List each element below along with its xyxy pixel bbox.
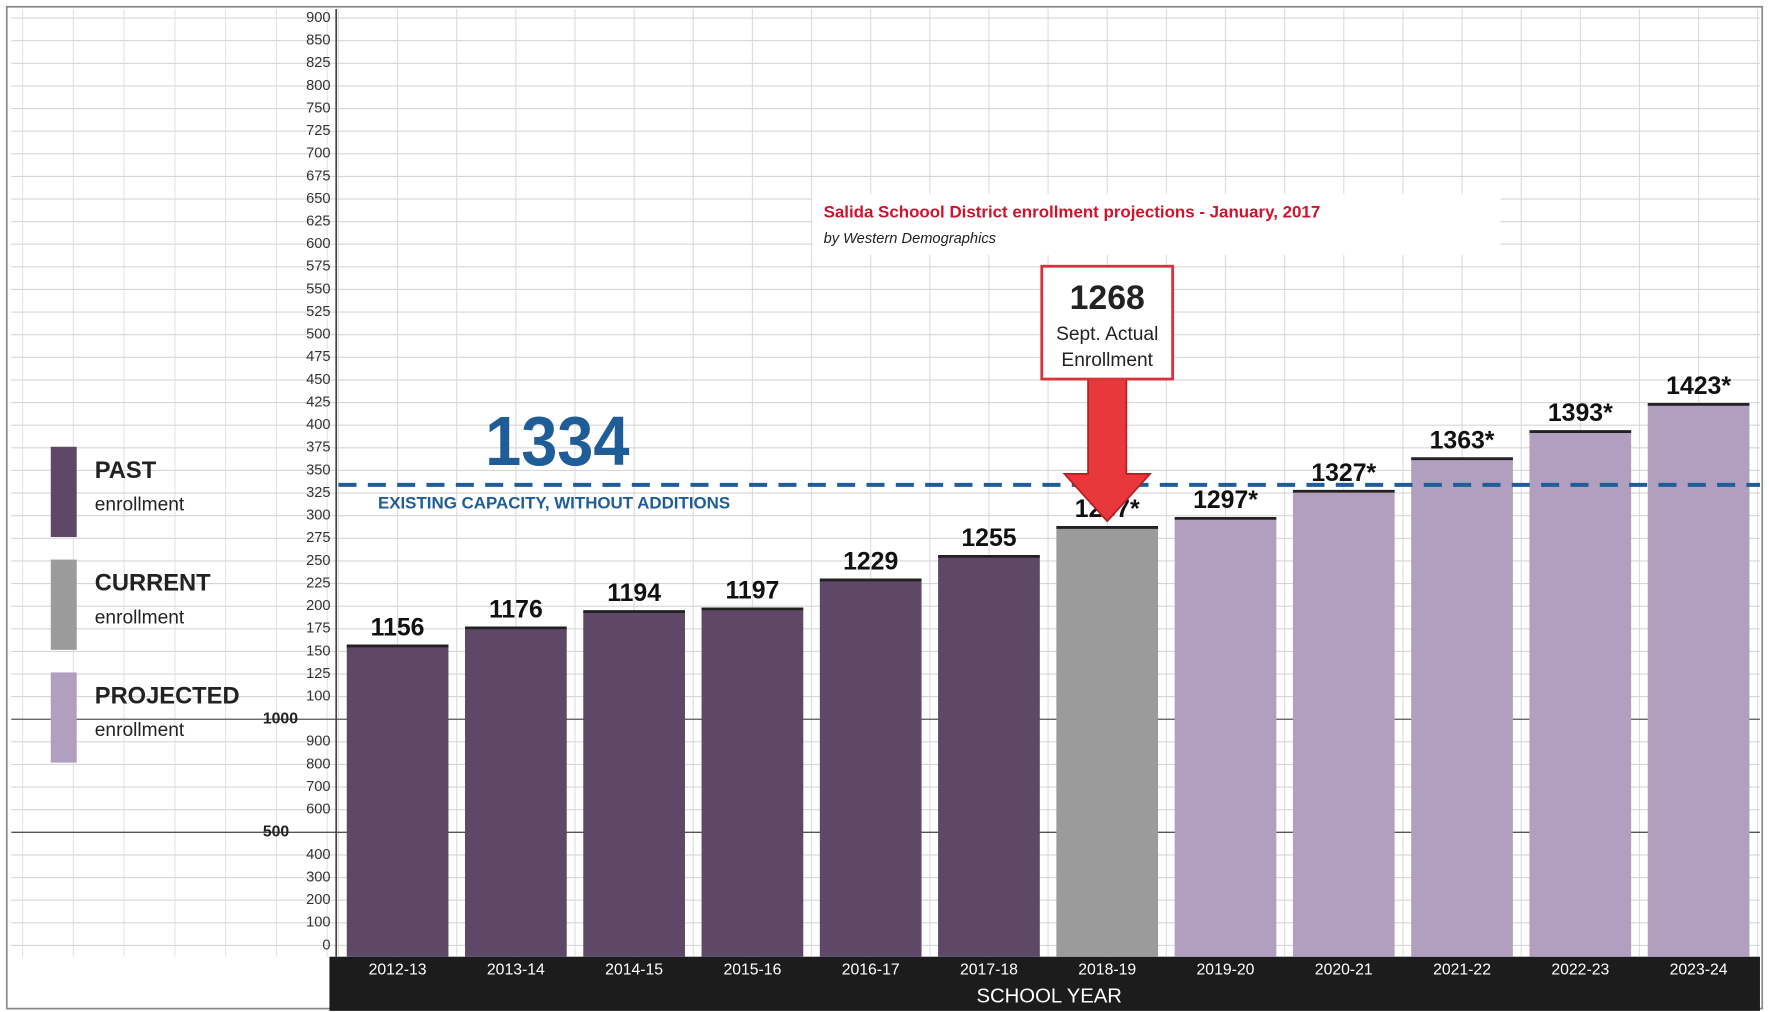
data-label: 1156: [371, 615, 425, 642]
y-tick-label: 800: [306, 756, 330, 772]
y-tick-label: 150: [306, 643, 330, 659]
legend-subtitle: enrollment: [95, 720, 185, 741]
y-tick-label: 450: [306, 372, 330, 388]
data-label: 1229: [843, 549, 898, 576]
y-tick-label: 675: [306, 168, 330, 184]
y-tick-label: 900: [306, 734, 330, 750]
y-tick-label: 125: [306, 666, 330, 682]
y-tick-label: 850: [306, 33, 330, 49]
bar: [938, 556, 1040, 957]
x-tick-label: 2015-16: [723, 961, 781, 978]
y-tick-label: 1000: [263, 710, 298, 727]
callout-text: Sept. Actual: [1056, 324, 1158, 345]
y-tick-label: 750: [306, 100, 330, 116]
y-tick-label: 800: [306, 78, 330, 94]
capacity-text: EXISTING CAPACITY, WITHOUT ADDITIONS: [378, 494, 730, 513]
callout-arrow: [1062, 378, 1153, 523]
bar: [1292, 491, 1395, 957]
data-label: 1393*: [1548, 400, 1613, 427]
y-tick-label: 300: [306, 508, 330, 524]
y-tick-label: 550: [306, 281, 330, 297]
y-tick-label: 225: [306, 575, 330, 591]
y-tick-label: 275: [306, 530, 330, 546]
y-tick-label: 600: [306, 802, 330, 818]
y-tick-label: 625: [306, 214, 330, 230]
callout-value: 1268: [1070, 279, 1145, 317]
x-tick-label: 2023-24: [1670, 961, 1728, 978]
y-tick-label: 700: [306, 146, 330, 162]
bar: [1411, 458, 1513, 957]
chart-title: Salida Schoool District enrollment proje…: [824, 203, 1321, 222]
chart-subtitle: by Western Demographics: [824, 231, 997, 247]
y-tick-label: 400: [306, 417, 330, 433]
y-tick-label: 600: [306, 236, 330, 252]
y-tick-label: 375: [306, 440, 330, 456]
y-tick-label: 400: [306, 847, 330, 863]
y-tick-label: 825: [306, 55, 330, 71]
callout-text: Enrollment: [1061, 350, 1153, 371]
data-label: 1176: [489, 597, 543, 624]
data-label: 1327*: [1311, 460, 1376, 487]
bar: [819, 579, 922, 957]
y-tick-label: 300: [306, 869, 330, 885]
y-tick-label: 0: [322, 937, 330, 953]
legend-title: PROJECTED: [95, 683, 240, 709]
y-tick-label: 575: [306, 259, 330, 275]
y-tick-label: 200: [306, 892, 330, 908]
data-label: 1363*: [1430, 427, 1495, 454]
bar: [1647, 404, 1750, 957]
data-label: 1197: [725, 578, 779, 605]
x-tick-label: 2012-13: [369, 961, 427, 978]
legend-title: CURRENT: [95, 571, 211, 597]
legend-swatch: [50, 559, 77, 650]
y-tick-label: 650: [306, 191, 330, 207]
y-tick-label: 500: [306, 327, 330, 343]
data-label: 1423*: [1666, 373, 1731, 400]
y-tick-label: 100: [306, 915, 330, 931]
bar: [1056, 527, 1159, 957]
bar: [1174, 518, 1277, 957]
y-tick-label: 500: [263, 824, 290, 841]
bar: [701, 608, 804, 957]
data-label: 1255: [961, 525, 1016, 552]
y-tick-label: 350: [306, 462, 330, 478]
y-tick-label: 525: [306, 304, 330, 320]
x-tick-label: 2014-15: [605, 961, 663, 978]
y-tick-label: 100: [306, 688, 330, 704]
y-tick-label: 475: [306, 349, 330, 365]
y-tick-label: 325: [306, 485, 330, 501]
bar: [346, 645, 449, 957]
capacity-value: 1334: [485, 402, 629, 480]
legend-subtitle: enrollment: [95, 494, 185, 515]
y-tick-label: 725: [306, 123, 330, 139]
title-box: [812, 194, 1501, 255]
x-tick-label: 2021-22: [1433, 961, 1491, 978]
y-tick-label: 175: [306, 621, 330, 637]
x-tick-label: 2018-19: [1078, 961, 1136, 978]
data-label: 1194: [607, 580, 661, 607]
callout-box: [1040, 264, 1175, 381]
legend-swatch: [50, 446, 77, 538]
x-axis-band: [329, 956, 1760, 1011]
legend-swatch: [50, 672, 77, 763]
x-tick-label: 2020-21: [1315, 961, 1373, 978]
x-tick-label: 2019-20: [1197, 961, 1255, 978]
x-tick-label: 2022-23: [1551, 961, 1609, 978]
data-label: 1297*: [1193, 487, 1258, 514]
y-tick-label: 250: [306, 553, 330, 569]
x-axis-title: SCHOOL YEAR: [976, 986, 1122, 1008]
bar: [465, 627, 567, 957]
y-tick-label: 700: [306, 779, 330, 795]
x-tick-label: 2013-14: [487, 961, 545, 978]
y-tick-label: 425: [306, 394, 330, 410]
x-tick-label: 2017-18: [960, 961, 1018, 978]
legend-subtitle: enrollment: [95, 607, 185, 628]
y-tick-label: 200: [306, 598, 330, 614]
legend-title: PAST: [95, 458, 157, 484]
y-tick-label: 900: [306, 10, 330, 26]
bar: [1529, 431, 1632, 957]
bar: [583, 611, 685, 957]
x-tick-label: 2016-17: [842, 961, 900, 978]
